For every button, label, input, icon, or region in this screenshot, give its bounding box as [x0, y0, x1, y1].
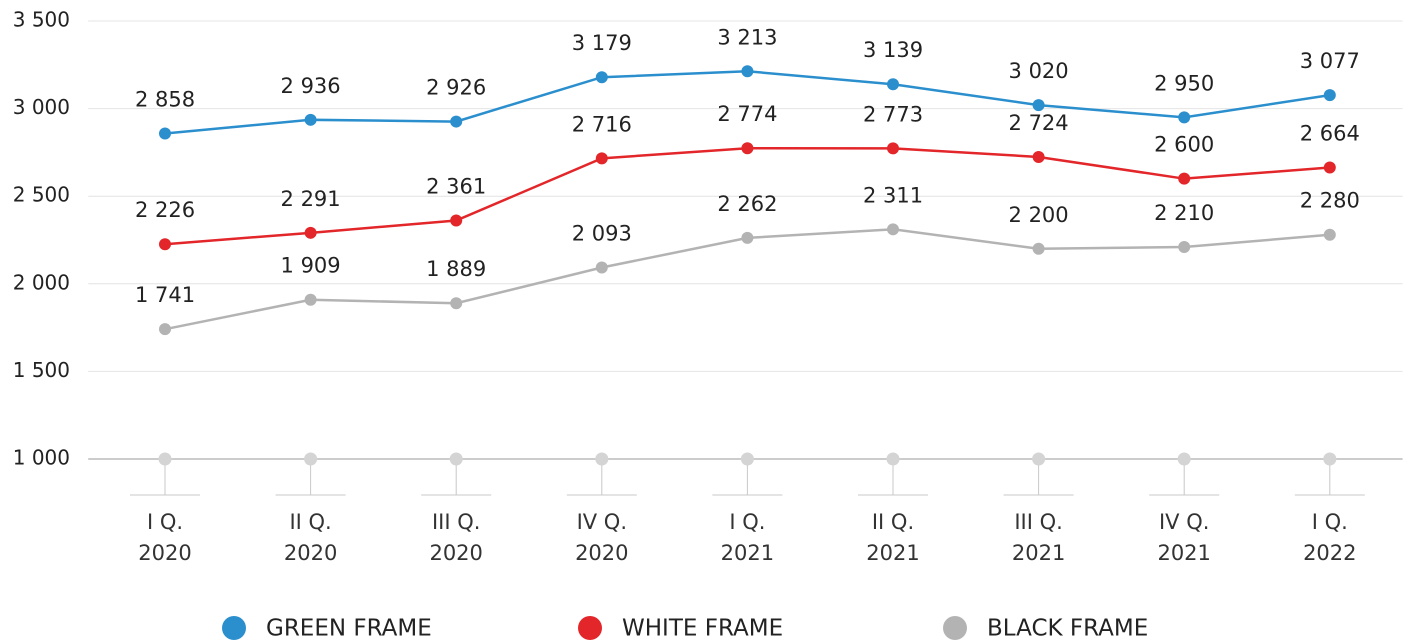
- data-point: [450, 297, 463, 310]
- x-tick-dot: [304, 452, 318, 466]
- data-label: 2 226: [135, 198, 195, 222]
- data-label: 2 262: [717, 192, 777, 216]
- data-point: [595, 152, 608, 165]
- data-label: 2 361: [426, 175, 486, 199]
- data-point: [1178, 172, 1191, 185]
- x-tick-label: I Q. 2020: [138, 510, 192, 565]
- data-point: [159, 323, 171, 336]
- y-tick-label: 2 000: [13, 270, 70, 294]
- x-tick-label: I Q. 2021: [720, 510, 775, 565]
- data-point: [304, 293, 317, 306]
- y-tick-label: 1 000: [13, 446, 70, 470]
- data-point: [595, 71, 608, 84]
- data-point: [304, 226, 317, 239]
- x-tick-dot: [740, 452, 754, 466]
- data-label: 2 926: [426, 76, 486, 100]
- data-label: 2 664: [1300, 121, 1360, 145]
- legend-marker: [943, 616, 967, 640]
- x-tick-dot: [1032, 452, 1046, 466]
- y-tick-label: 3 000: [13, 95, 70, 119]
- legend-label: WHITE FRAME: [622, 616, 783, 642]
- data-label: 1 909: [281, 254, 341, 278]
- data-label: 2 291: [281, 187, 341, 211]
- data-label: 3 077: [1300, 49, 1360, 73]
- x-tick-dot: [449, 452, 463, 466]
- data-label: 2 774: [717, 102, 777, 126]
- legend-label: GREEN FRAME: [266, 616, 432, 642]
- data-point: [887, 142, 899, 155]
- data-point: [1323, 228, 1336, 241]
- data-label: 2 950: [1154, 71, 1214, 95]
- data-label: 3 179: [572, 31, 632, 55]
- data-label: 2 280: [1300, 189, 1360, 213]
- x-tick-dot: [1323, 452, 1337, 466]
- x-tick-label: IV Q. 2021: [1157, 510, 1211, 565]
- data-label: 2 936: [281, 74, 341, 98]
- x-tick-label: II Q. 2020: [283, 510, 338, 565]
- data-label: 2 210: [1154, 201, 1214, 225]
- data-label: 1 741: [135, 283, 195, 307]
- data-point: [741, 142, 754, 155]
- data-point: [595, 261, 608, 274]
- data-point: [1178, 111, 1191, 124]
- data-point: [304, 113, 317, 126]
- series-line: [164, 228, 1330, 331]
- data-point: [1178, 241, 1191, 254]
- x-tick-label: I Q. 2022: [1303, 510, 1357, 565]
- x-tick-label: IV Q. 2020: [575, 510, 629, 565]
- legend-label: BLACK FRAME: [987, 616, 1148, 642]
- data-point: [1032, 242, 1045, 255]
- data-label: 2 773: [863, 102, 923, 126]
- data-label: 2 600: [1154, 133, 1214, 157]
- x-tick-dot: [1177, 452, 1191, 466]
- x-tick-label: III Q. 2020: [429, 510, 483, 565]
- legend-marker: [578, 616, 602, 640]
- x-tick-dot: [595, 452, 609, 466]
- y-tick-label: 1 500: [13, 358, 70, 382]
- data-point: [741, 231, 754, 244]
- data-label: 2 858: [135, 87, 195, 111]
- data-label: 2 716: [572, 112, 632, 136]
- y-tick-label: 2 500: [13, 183, 70, 207]
- data-label: 3 020: [1009, 59, 1069, 83]
- y-tick-label: 3 500: [13, 8, 70, 32]
- legend-marker: [222, 616, 246, 640]
- data-point: [450, 115, 463, 128]
- data-point: [1323, 89, 1336, 102]
- x-tick-dot: [886, 452, 900, 466]
- data-point: [741, 65, 754, 78]
- data-label: 3 213: [717, 25, 777, 49]
- data-label: 2 200: [1009, 203, 1069, 227]
- data-point: [1032, 150, 1045, 163]
- data-point: [887, 223, 899, 236]
- data-label: 1 889: [426, 257, 486, 281]
- x-tick-dot: [158, 452, 172, 466]
- data-point: [1323, 161, 1336, 174]
- data-label: 2 093: [572, 222, 632, 246]
- data-point: [1032, 99, 1045, 112]
- data-label: 2 724: [1009, 111, 1069, 135]
- data-label: 2 311: [863, 183, 923, 207]
- x-tick-label: III Q. 2021: [1011, 510, 1066, 565]
- data-point: [450, 214, 463, 227]
- data-point: [159, 127, 171, 140]
- x-tick-label: II Q. 2021: [866, 510, 920, 565]
- data-point: [159, 238, 171, 251]
- data-point: [887, 78, 899, 91]
- data-label: 3 139: [863, 38, 923, 62]
